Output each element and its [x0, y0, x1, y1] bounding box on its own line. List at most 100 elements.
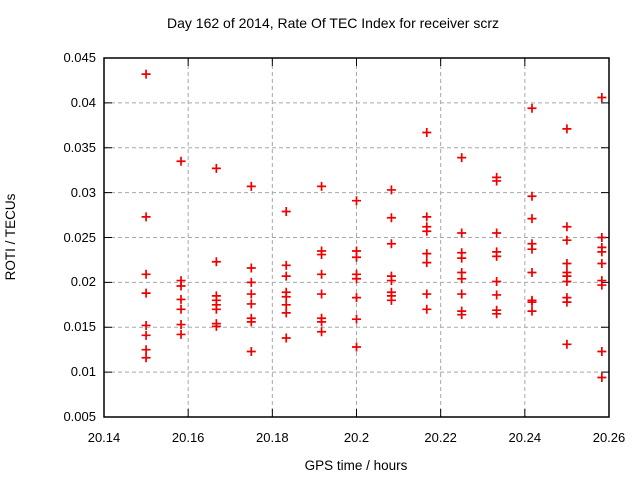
data-point-marker [457, 253, 467, 263]
data-point-marker [246, 181, 256, 191]
data-point-marker [211, 257, 221, 267]
data-point-marker [141, 212, 151, 222]
data-point-marker [352, 274, 361, 284]
y-axis-label: ROTI / TECUs [3, 193, 18, 281]
data-point-marker [422, 127, 432, 137]
data-point-marker [422, 289, 432, 299]
chart-title: Day 162 of 2014, Rate Of TEC Index for r… [166, 15, 500, 31]
data-point-marker [211, 163, 221, 173]
data-point-marker [562, 235, 572, 245]
data-point-marker [492, 251, 502, 261]
data-point-marker [352, 293, 361, 303]
data-point-marker [211, 321, 221, 331]
data-point-marker [281, 271, 291, 281]
x-tick-label: 20.18 [256, 430, 289, 445]
data-point-marker [597, 346, 607, 356]
data-point-marker [317, 269, 327, 279]
data-point-marker [492, 228, 502, 238]
data-point-marker [457, 310, 467, 320]
data-point-marker [422, 258, 432, 268]
data-point-marker [141, 353, 151, 363]
data-point-marker [527, 297, 537, 307]
data-point-marker [386, 276, 396, 286]
data-point-marker [176, 156, 186, 166]
y-tick-label: 0.02 [70, 274, 96, 290]
data-point-marker [527, 268, 537, 278]
data-point-marker [281, 333, 291, 343]
data-point-marker [422, 212, 432, 222]
data-point-marker [492, 290, 502, 300]
data-point-marker [527, 306, 537, 316]
data-point-marker [597, 233, 607, 242]
data-point-marker [597, 259, 607, 269]
data-point-marker [422, 304, 432, 314]
data-point-marker [422, 249, 432, 259]
data-point-marker [246, 346, 256, 356]
data-point-marker [492, 276, 502, 286]
data-point-marker [527, 103, 537, 113]
data-point-marker [317, 327, 327, 337]
data-point-marker [141, 320, 151, 330]
data-point-marker [457, 289, 467, 299]
data-point-marker [597, 92, 607, 102]
data-point-marker [386, 185, 396, 195]
data-point-marker [281, 292, 291, 302]
data-point-marker [176, 320, 186, 330]
data-point-marker [597, 280, 607, 290]
data-point-marker [562, 276, 572, 286]
data-point-marker [317, 317, 327, 327]
data-point-marker [352, 196, 361, 206]
data-point-marker [562, 124, 572, 134]
data-point-marker [457, 153, 467, 163]
data-point-marker [527, 214, 537, 224]
data-point-marker [457, 274, 467, 284]
data-point-marker [527, 191, 537, 201]
data-point-marker [176, 294, 186, 304]
data-point-marker [246, 277, 256, 287]
data-point-marker [352, 252, 361, 262]
data-point-marker [492, 176, 502, 186]
y-tick-label: 0.04 [70, 94, 96, 110]
data-point-marker [386, 239, 396, 249]
data-point-marker [386, 295, 396, 305]
data-point-marker [281, 308, 291, 318]
data-point-marker [386, 213, 396, 223]
data-point-marker [281, 206, 291, 216]
data-point-marker [597, 373, 607, 383]
data-point-marker [597, 247, 607, 257]
data-point-marker [246, 317, 256, 327]
data-point-marker [562, 339, 572, 349]
data-point-marker [492, 309, 502, 319]
y-tick-label: 0.015 [63, 319, 96, 335]
data-point-marker [141, 345, 151, 355]
data-point-marker [562, 259, 572, 269]
data-point-marker [211, 304, 221, 314]
y-tick-label: 0.005 [63, 409, 96, 424]
data-point-marker [141, 330, 151, 340]
x-tick-label: 20.22 [424, 430, 457, 445]
data-point-marker [422, 226, 432, 236]
data-point-marker [562, 297, 572, 307]
data-point-marker [352, 314, 361, 324]
data-point-marker [527, 244, 537, 254]
data-point-marker [176, 281, 186, 291]
data-point-marker [246, 299, 256, 309]
y-tick-label: 0.01 [70, 364, 96, 380]
data-point-marker [317, 289, 327, 299]
data-point-marker [176, 329, 186, 339]
data-point-marker [317, 250, 327, 260]
data-point-marker [141, 269, 151, 279]
data-point-marker [246, 289, 256, 299]
data-point-marker [141, 69, 151, 79]
x-tick-label: 20.16 [171, 430, 205, 445]
data-point-marker [246, 263, 256, 273]
data-point-marker [176, 304, 186, 314]
x-tick-label: 20.24 [508, 430, 542, 445]
x-axis-label: GPS time / hours [304, 458, 408, 473]
x-tick-label: 20.14 [87, 430, 121, 445]
y-tick-label: 0.045 [63, 50, 96, 65]
data-point-marker [352, 342, 361, 352]
x-tick-label: 20.26 [592, 430, 626, 445]
y-tick-label: 0.03 [70, 184, 96, 200]
